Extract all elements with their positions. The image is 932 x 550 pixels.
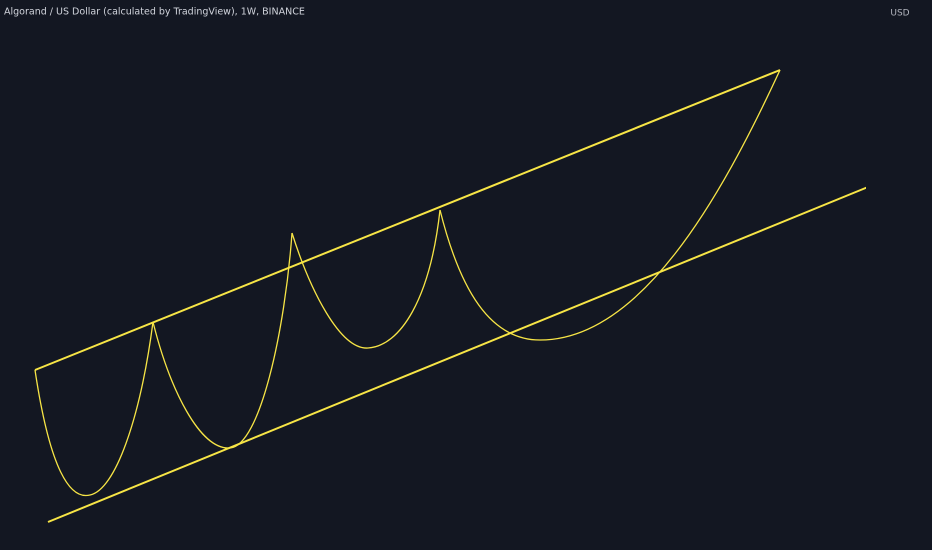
currency: USD (890, 9, 909, 19)
drawings (34, 69, 869, 523)
cup-curve (291, 209, 441, 349)
cup-curve (152, 232, 293, 449)
chart-title: Algorand / US Dollar (calculated by Trad… (4, 7, 305, 18)
price-axis (866, 0, 932, 528)
cup-curve (439, 69, 781, 341)
cup-curve (34, 321, 154, 497)
channel-top (34, 69, 781, 371)
channel-bottom (47, 186, 869, 523)
